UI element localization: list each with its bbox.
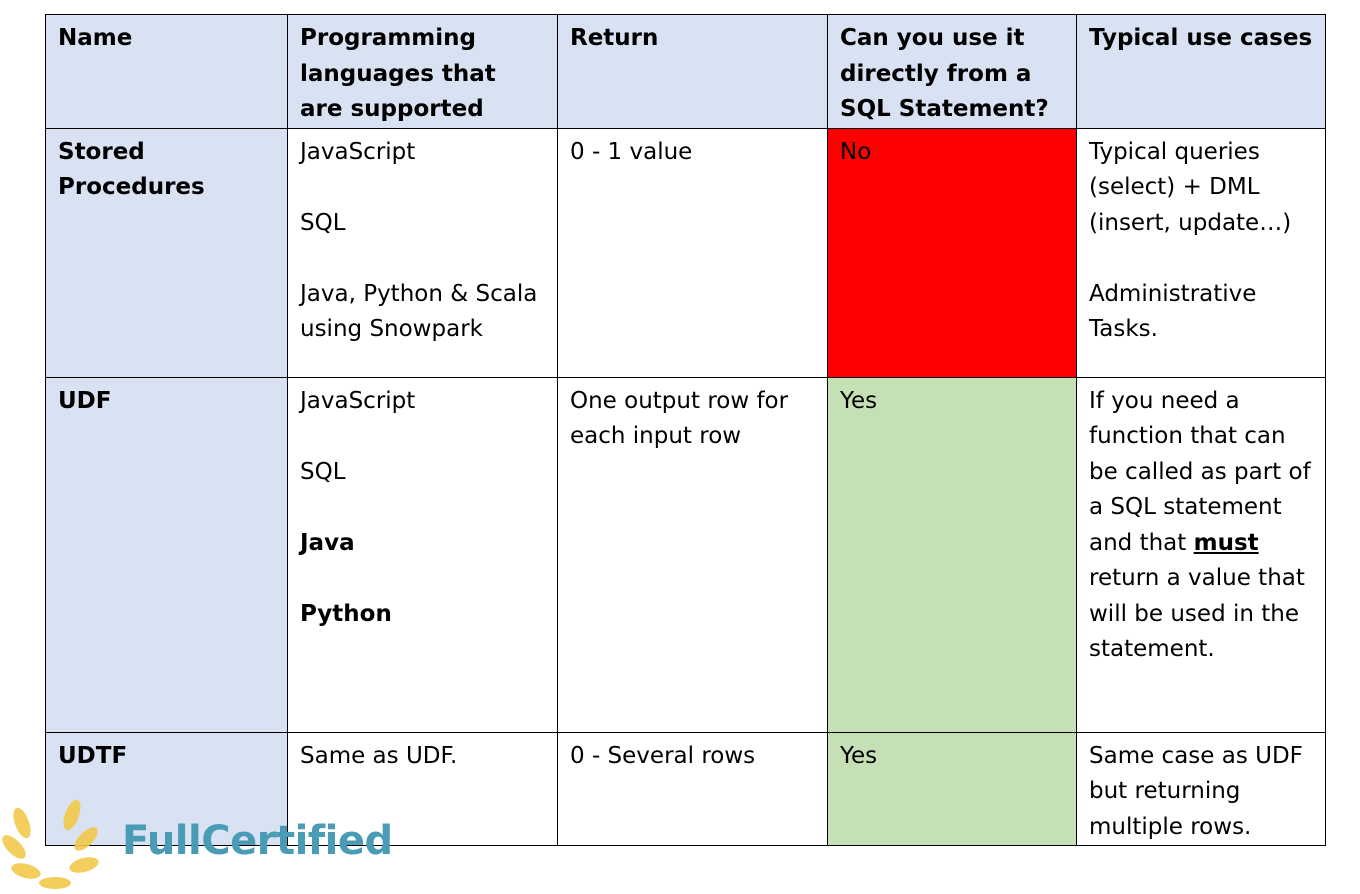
- language-item: Java: [300, 529, 355, 556]
- table-row: UDF JavaScript SQL Java Python One outpu…: [45, 376, 1326, 733]
- header-sql-direct: Can you use it directly from a SQL State…: [827, 14, 1077, 129]
- row-return: 0 - 1 value: [557, 127, 828, 378]
- row-use-cases: If you need a function that can be calle…: [1076, 376, 1326, 733]
- language-item: Python: [300, 600, 392, 627]
- language-item: JavaScript: [300, 138, 416, 165]
- row-use-cases: Same case as UDF but returning multiple …: [1076, 731, 1326, 846]
- row-sql-direct: Yes: [827, 376, 1077, 733]
- use-case-item: Typical queries (select) + DML (insert, …: [1089, 138, 1292, 236]
- language-item: SQL: [300, 209, 346, 236]
- row-sql-direct: Yes: [827, 731, 1077, 846]
- header-languages: Programming languages that are supported: [287, 14, 558, 129]
- header-name: Name: [45, 14, 288, 129]
- header-row: Name Programming languages that are supp…: [45, 14, 1326, 129]
- language-item: JavaScript: [300, 387, 416, 414]
- header-return: Return: [557, 14, 828, 129]
- row-languages: Same as UDF.: [287, 731, 558, 846]
- logo-text: FullCertified: [122, 818, 393, 864]
- header-use-cases: Typical use cases: [1076, 14, 1326, 129]
- row-languages: JavaScript SQL Java, Python & Scala usin…: [287, 127, 558, 378]
- use-case-item: Administrative Tasks.: [1089, 280, 1257, 343]
- row-return: One output row for each input row: [557, 376, 828, 733]
- emphasis-must: must: [1193, 529, 1259, 556]
- table-row: UDTF Same as UDF. 0 - Several rows Yes S…: [45, 731, 1326, 846]
- comparison-table: Name Programming languages that are supp…: [45, 14, 1326, 846]
- row-name: UDTF: [45, 731, 288, 846]
- row-return: 0 - Several rows: [557, 731, 828, 846]
- language-item: Java, Python & Scala using Snowpark: [300, 280, 538, 343]
- row-sql-direct: No: [827, 127, 1077, 378]
- laurel-wreath-icon: [2, 799, 99, 889]
- row-name: UDF: [45, 376, 288, 733]
- language-item: SQL: [300, 458, 346, 485]
- table-row: Stored Procedures JavaScript SQL Java, P…: [45, 127, 1326, 378]
- row-name: Stored Procedures: [45, 127, 288, 378]
- row-use-cases: Typical queries (select) + DML (insert, …: [1076, 127, 1326, 378]
- row-languages: JavaScript SQL Java Python: [287, 376, 558, 733]
